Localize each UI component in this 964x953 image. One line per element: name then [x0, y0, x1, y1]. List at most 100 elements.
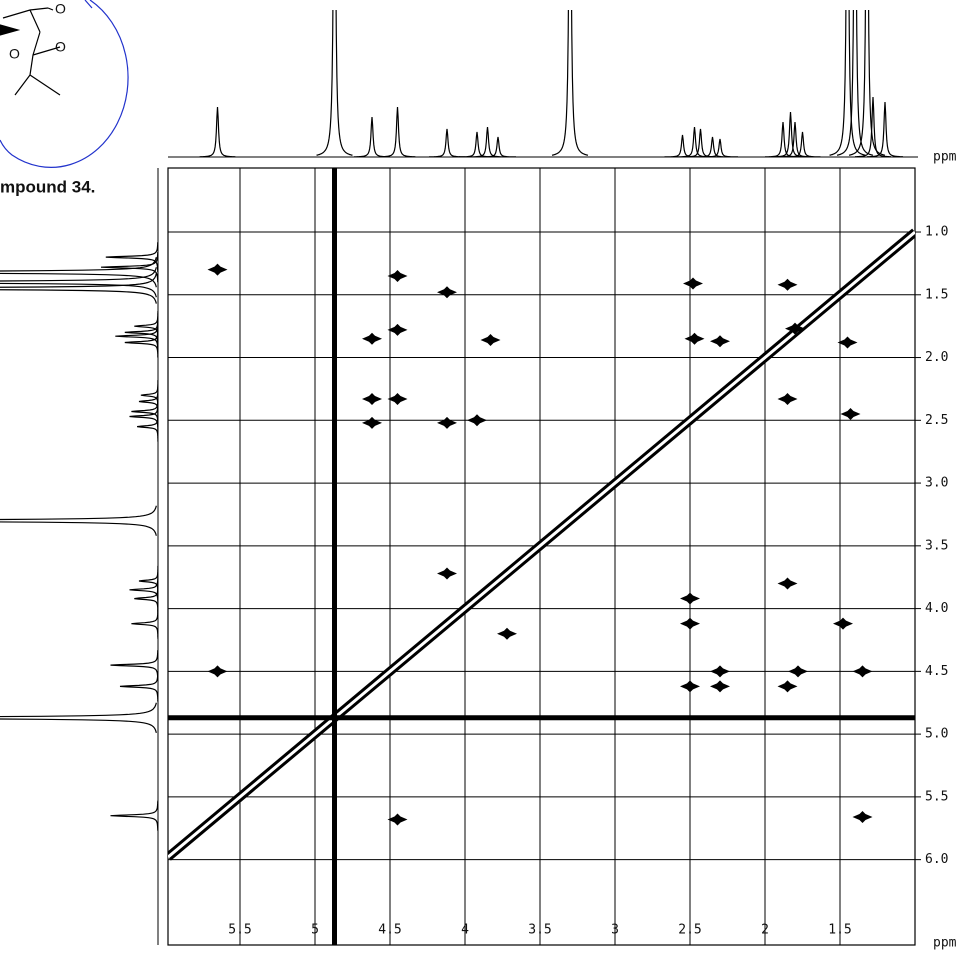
spectrum-peak	[131, 608, 159, 639]
x-tick-label: 3	[611, 923, 619, 938]
atom-label: O	[55, 39, 66, 55]
x-tick-label: 2.5	[678, 923, 701, 938]
spectrum-peak	[0, 273, 157, 304]
spectrum-peak	[379, 106, 416, 158]
arrow-arc	[0, 0, 129, 168]
x-tick-label: 4	[461, 923, 469, 938]
x-tick-label: 2	[761, 923, 769, 938]
cross-peak	[684, 332, 705, 345]
caption: mpound 34.	[0, 177, 95, 196]
cross-peak	[680, 592, 700, 605]
y-tick-label: 5.5	[925, 789, 948, 804]
cross-peak	[437, 567, 457, 580]
left-spectrum	[0, 242, 159, 831]
cross-peak	[837, 336, 858, 349]
y-tick-label: 2.5	[925, 413, 948, 428]
x-tick-label: 5	[311, 923, 319, 938]
spectrum-peak	[119, 671, 159, 702]
spectrum-peak	[354, 116, 390, 158]
cross-peak	[710, 680, 730, 693]
arrow-head	[84, 0, 93, 9]
x-unit: ppm	[933, 150, 957, 165]
cross-peak	[467, 414, 487, 427]
cross-peak	[362, 392, 382, 405]
y-tick-label: 3.5	[925, 538, 948, 553]
cross-peak	[387, 813, 408, 826]
spectrum-peak	[784, 131, 821, 158]
spectrum-peak	[551, 10, 589, 156]
spectrum-peak	[105, 242, 159, 273]
y-tick-label: 1.5	[925, 287, 948, 302]
spectrum-peak	[0, 256, 157, 288]
y-tick-label: 1.0	[925, 225, 948, 240]
spectrum-peak	[777, 121, 813, 158]
spectrum-peak	[0, 702, 157, 734]
cross-peak	[710, 665, 730, 678]
cross-peak	[680, 680, 700, 693]
x-tick-label: 1.5	[828, 923, 851, 938]
cross-peak	[840, 408, 861, 421]
spectrum-peak	[138, 565, 159, 596]
x-tick-label: 3.5	[528, 923, 551, 938]
cross-peak	[852, 665, 873, 678]
cross-peak	[777, 392, 798, 405]
spectrum-peak	[124, 317, 159, 348]
x-unit: ppm	[933, 936, 957, 951]
diagonal-inner	[168, 230, 915, 859]
y-tick-label: 6.0	[925, 852, 948, 867]
x-tick-label: 4.5	[378, 923, 401, 938]
cross-peak	[437, 416, 457, 429]
cross-peak	[777, 577, 798, 590]
spectrum-peak	[702, 138, 738, 158]
spectrum-peak	[316, 10, 353, 156]
y-tick-label: 3.0	[925, 476, 948, 491]
cross-peak	[788, 665, 808, 678]
cross-peak	[833, 617, 853, 630]
cross-peak	[680, 617, 700, 630]
spectrum-peak	[459, 131, 495, 158]
spectrum-peak	[694, 136, 731, 158]
cross-peak	[852, 810, 873, 823]
spectrum-peak	[140, 380, 159, 411]
cross-peak	[437, 286, 457, 299]
y-tick-label: 4.5	[925, 664, 948, 679]
cross-peak	[387, 392, 408, 405]
spectrum-peak	[0, 267, 157, 298]
spectrum-peak	[199, 106, 236, 158]
top-spectrum	[199, 10, 904, 158]
y-tick-label: 5.0	[925, 727, 948, 742]
plot-area	[168, 168, 915, 945]
spectrum-peak	[848, 10, 886, 156]
spectrum-peak	[110, 650, 159, 681]
plot-frame	[167, 167, 916, 946]
cross-peak	[387, 323, 408, 336]
spectrum-peak	[829, 10, 866, 156]
spectrum-peak	[469, 126, 506, 158]
wedge	[0, 24, 21, 36]
y-tick-label: 2.0	[925, 350, 948, 365]
spectrum-peak	[480, 136, 516, 158]
y-tick-label: 4.0	[925, 601, 948, 616]
atom-label: O	[9, 46, 20, 62]
cross-peak	[207, 263, 228, 276]
spectrum-peak	[129, 574, 159, 605]
spectrum-peak	[100, 252, 159, 283]
cross-peak	[785, 322, 805, 335]
spectrum-peak	[134, 311, 159, 342]
cross-peak	[683, 277, 703, 290]
spectrum-peak	[110, 800, 159, 831]
spectrum-peak	[429, 128, 465, 158]
spectrum-peak	[866, 101, 904, 158]
cross-peak	[777, 278, 798, 291]
spectrum-peak	[836, 10, 874, 156]
cross-peak	[362, 332, 382, 345]
cross-peak	[497, 627, 517, 640]
cross-peak	[207, 665, 228, 678]
spectrum-peak	[138, 386, 159, 417]
spectrum-peak	[0, 505, 157, 536]
x-tick-label: 5.5	[228, 923, 251, 938]
spectrum-peak	[855, 96, 891, 158]
atom-label: O	[55, 1, 66, 17]
